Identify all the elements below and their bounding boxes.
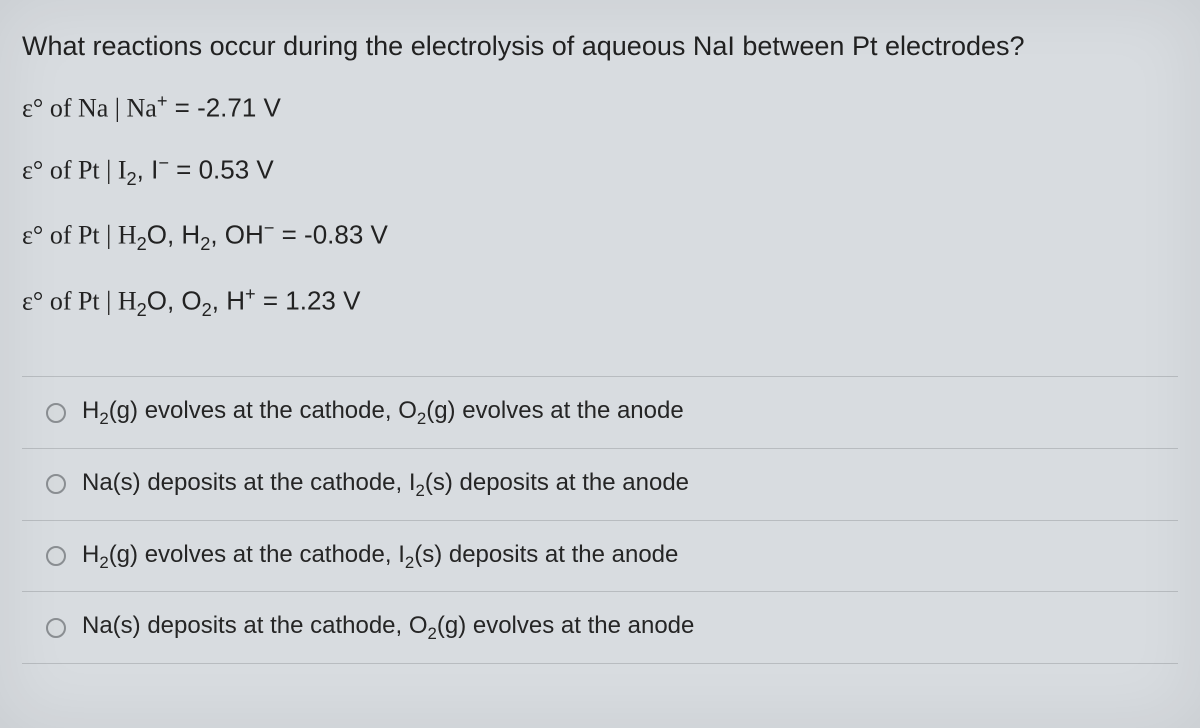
- option-4-asub: 2: [428, 624, 437, 643]
- radio-icon[interactable]: [46, 474, 66, 494]
- option-2-text: Na(s) deposits at the cathode, I2(s) dep…: [82, 467, 1178, 502]
- option-4[interactable]: Na(s) deposits at the cathode, O2(g) evo…: [22, 592, 1178, 664]
- potential-1-sup: +: [157, 91, 168, 111]
- potential-1-prefix: ε° of Na | Na: [22, 94, 157, 123]
- potential-3-sub2: 2: [200, 234, 210, 254]
- option-3-c: (s) deposits at the anode: [414, 541, 678, 568]
- option-1-b: (g) evolves at the cathode, O: [109, 397, 417, 424]
- question-text: What reactions occur during the electrol…: [22, 28, 1178, 64]
- option-3-bsub: 2: [405, 552, 414, 571]
- potential-2-prefix: ε° of Pt | I: [22, 156, 127, 185]
- potential-2-rest: = 0.53 V: [169, 155, 274, 185]
- potential-3-mid1: O, H: [147, 220, 200, 250]
- option-1-text: H2(g) evolves at the cathode, O2(g) evol…: [82, 395, 1178, 430]
- potential-3-sub1: 2: [137, 234, 147, 254]
- potential-4-sub1: 2: [137, 300, 147, 320]
- potential-4-rest: = 1.23 V: [256, 286, 361, 316]
- potential-line-4: ε° of Pt | H2O, O2, H+ = 1.23 V: [22, 283, 1178, 323]
- option-3[interactable]: H2(g) evolves at the cathode, I2(s) depo…: [22, 521, 1178, 593]
- option-4-b: (g) evolves at the anode: [437, 612, 695, 639]
- potential-3-sup: −: [264, 218, 275, 238]
- potential-4-mid2: , H: [212, 286, 245, 316]
- option-1-c: (g) evolves at the anode: [426, 397, 684, 424]
- option-2-b: (s) deposits at the anode: [425, 469, 689, 496]
- potential-4-sup: +: [245, 284, 256, 304]
- potential-2-sup: −: [158, 153, 169, 173]
- potential-line-2: ε° of Pt | I2, I− = 0.53 V: [22, 152, 1178, 192]
- potential-4-sub2: 2: [202, 300, 212, 320]
- option-1[interactable]: H2(g) evolves at the cathode, O2(g) evol…: [22, 376, 1178, 449]
- radio-icon[interactable]: [46, 546, 66, 566]
- option-4-text: Na(s) deposits at the cathode, O2(g) evo…: [82, 610, 1178, 645]
- potential-1-rest: = -2.71 V: [167, 93, 280, 123]
- radio-icon[interactable]: [46, 403, 66, 423]
- potential-3-prefix: ε° of Pt | H: [22, 221, 137, 250]
- option-1-bsub: 2: [417, 409, 426, 428]
- potential-4-mid1: O, O: [147, 286, 202, 316]
- option-2[interactable]: Na(s) deposits at the cathode, I2(s) dep…: [22, 449, 1178, 521]
- option-4-a: Na(s) deposits at the cathode, O: [82, 612, 428, 639]
- potential-2-mid: , I: [137, 155, 159, 185]
- options-group: H2(g) evolves at the cathode, O2(g) evol…: [22, 376, 1178, 664]
- option-3-b: (g) evolves at the cathode, I: [109, 541, 405, 568]
- potential-2-sub: 2: [127, 169, 137, 189]
- option-3-a: H: [82, 541, 99, 568]
- option-2-asub: 2: [416, 481, 425, 500]
- option-3-text: H2(g) evolves at the cathode, I2(s) depo…: [82, 539, 1178, 574]
- potential-3-rest: = -0.83 V: [274, 220, 387, 250]
- potential-4-prefix: ε° of Pt | H: [22, 287, 137, 316]
- option-3-asub: 2: [99, 552, 108, 571]
- potential-line-3: ε° of Pt | H2O, H2, OH− = -0.83 V: [22, 217, 1178, 257]
- option-2-a: Na(s) deposits at the cathode, I: [82, 469, 416, 496]
- potential-line-1: ε° of Na | Na+ = -2.71 V: [22, 90, 1178, 125]
- radio-icon[interactable]: [46, 618, 66, 638]
- option-1-asub: 2: [99, 409, 108, 428]
- option-1-a: H: [82, 397, 99, 424]
- potential-3-mid2: , OH: [210, 220, 263, 250]
